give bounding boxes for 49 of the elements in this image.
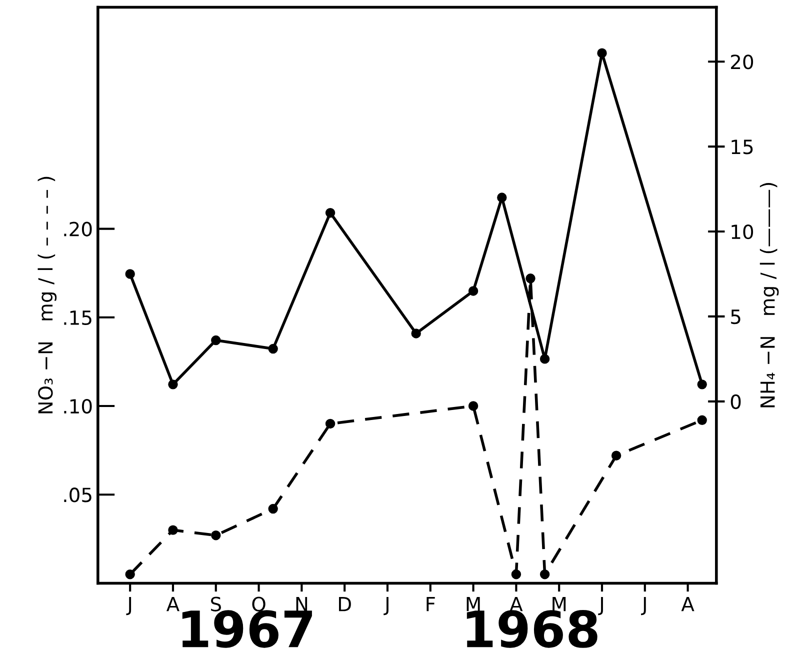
y-axis-title: NO₃ −N mg / l ( – – – – ) xyxy=(38,176,57,414)
point xyxy=(125,569,135,580)
y-tick-label: .05 xyxy=(64,488,92,502)
x-tick-label: A xyxy=(681,597,694,612)
x-tick-label: N xyxy=(296,597,308,612)
point xyxy=(468,401,478,411)
point xyxy=(168,380,178,390)
y-tick-label: .10 xyxy=(64,398,92,414)
x-tick-label: F xyxy=(426,597,435,612)
y-tick-label: .15 xyxy=(64,310,92,326)
point xyxy=(411,328,421,338)
point xyxy=(540,569,550,580)
y2-axis-title: NH₄ −N mg / l (———) xyxy=(760,183,779,408)
x-tick-label: M xyxy=(552,597,566,612)
point xyxy=(511,569,522,580)
point xyxy=(325,208,336,218)
point xyxy=(697,415,707,426)
point xyxy=(497,192,507,202)
x-tick-label: J xyxy=(126,597,132,616)
y2-tick-label: 15 xyxy=(732,140,753,154)
text: 1967 xyxy=(182,610,312,648)
point xyxy=(697,380,707,390)
x-tick-label: M xyxy=(466,597,480,612)
text: 1968 xyxy=(466,610,598,648)
y-tick-label: .20 xyxy=(64,222,92,236)
point xyxy=(168,525,178,535)
x-tick-label: D xyxy=(339,597,351,612)
x-tick-label: J xyxy=(384,597,388,616)
point xyxy=(611,450,622,460)
y2-tick-label: 10 xyxy=(732,224,754,240)
x-tick-label: S xyxy=(210,596,221,612)
point xyxy=(125,269,135,279)
x-tick-label: J xyxy=(598,597,603,616)
y2-tick-label: 0 xyxy=(730,394,741,410)
x-tick-label: A xyxy=(510,597,523,612)
x-tick-label: J xyxy=(641,597,646,616)
x-tick-label: A xyxy=(166,597,180,612)
point xyxy=(597,48,607,58)
point xyxy=(211,530,221,540)
point xyxy=(526,274,536,284)
point xyxy=(268,504,278,514)
y2-tick-label: 20 xyxy=(731,54,754,70)
point xyxy=(468,286,478,296)
point xyxy=(268,344,278,354)
point xyxy=(540,354,550,364)
y2-tick-label: 5 xyxy=(731,310,740,324)
point xyxy=(325,418,336,429)
x-tick-label: O xyxy=(252,596,266,612)
point xyxy=(211,335,221,346)
